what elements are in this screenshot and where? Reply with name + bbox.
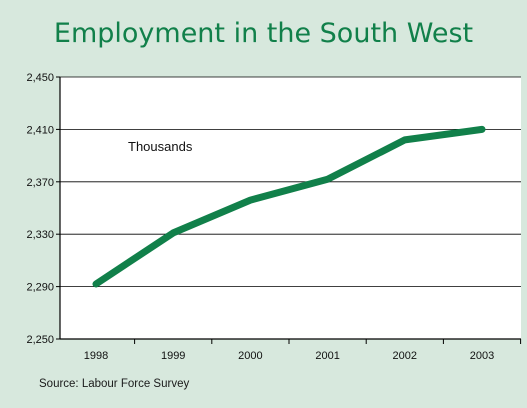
x-tick-label: 2002 (393, 350, 417, 362)
series-line (92, 125, 486, 288)
y-tick-label: 2,450 (26, 72, 54, 84)
y-axis-ticks: 2,250 2,290 2,330 2,370 2,410 2,450 (26, 72, 60, 346)
axes (59, 77, 521, 340)
source-note: Source: Labour Force Survey (39, 378, 190, 390)
x-tick-label: 2000 (238, 350, 262, 362)
x-tick-label: 2001 (315, 350, 339, 362)
y-tick-label: 2,290 (26, 282, 54, 294)
y-tick-label: 2,250 (26, 334, 54, 346)
units-annotation: Thousands (128, 139, 193, 154)
chart-title: Employment in the South West (53, 18, 474, 49)
plot-area (60, 77, 521, 339)
gridlines (60, 76, 521, 288)
y-tick-label: 2,410 (26, 124, 54, 136)
x-tick-label: 2003 (470, 350, 494, 362)
x-tick-label: 1998 (84, 350, 108, 362)
y-tick-label: 2,370 (26, 177, 54, 189)
y-tick-label: 2,330 (26, 229, 54, 241)
x-tick-label: 1999 (161, 350, 185, 362)
x-axis-ticks: 1998 1999 2000 2001 2002 2003 (84, 339, 522, 362)
